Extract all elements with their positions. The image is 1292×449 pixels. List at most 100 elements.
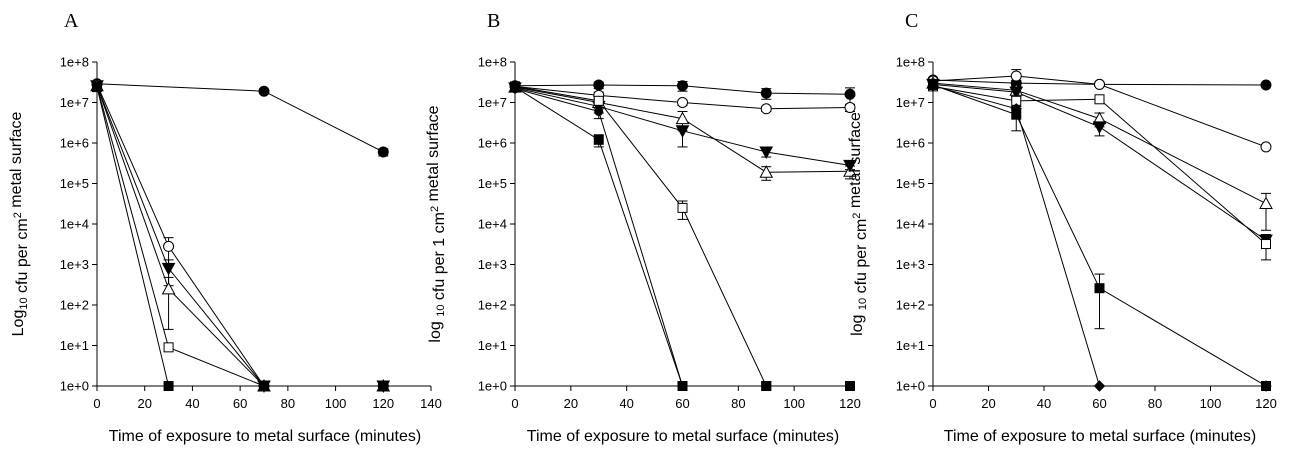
data-point (675, 125, 690, 138)
y-tick-label: 1e+6 (478, 136, 507, 151)
y-tick-label: 1e+4 (478, 217, 507, 232)
chart-panel-b: B 1e+0 1e+1 1e+2 1e+3 1e+4 1e+5 1e+6 1e+7 1e+8 0 20… (425, 10, 861, 445)
y-axis-title-part: metal surface (847, 112, 864, 213)
chart-panel-c: C 1e+0 1e+1 1e+2 1e+3 1e+4 1e+5 1e+6 1e+7 1e+8 0 20… (847, 10, 1277, 445)
y-tick-label: 1e+8 (478, 55, 507, 70)
x-tick-label: 120 (839, 396, 861, 411)
data-point (510, 82, 520, 93)
data-point (760, 103, 772, 115)
y-tick-label: 1e+5 (478, 176, 507, 191)
x-tick-label: 20 (137, 396, 151, 411)
y-axis-title-part: 2 (12, 212, 24, 218)
data-point (1261, 239, 1271, 250)
x-tick-label: 20 (981, 396, 995, 411)
x-tick-label: 80 (731, 396, 745, 411)
data-point (1094, 283, 1105, 294)
series-line (932, 75, 1267, 148)
y-tick-label: 1e+7 (478, 95, 507, 110)
y-tick-label: 1e+8 (60, 55, 89, 70)
data-point (844, 88, 856, 100)
y-tick-label: 1e+5 (896, 176, 925, 191)
x-tick-label: 40 (1037, 396, 1051, 411)
series-line (932, 82, 1267, 204)
x-tick-label: 60 (675, 396, 689, 411)
data-point (377, 146, 389, 158)
data-point (1260, 79, 1272, 91)
data-point (844, 102, 856, 114)
x-axis-title: Time of exposure to metal surface (minut… (944, 428, 1256, 445)
series-line (932, 85, 1267, 245)
series-line (96, 85, 384, 387)
series-line (932, 84, 1267, 387)
x-axis-title: Time of exposure to metal surface (minut… (109, 428, 421, 445)
data-point (593, 134, 604, 145)
data-point (759, 165, 774, 178)
data-point (594, 106, 604, 116)
data-point (927, 79, 939, 92)
y-tick-label: 1e+1 (60, 338, 89, 353)
data-point (1260, 380, 1272, 392)
panel-letter: A (64, 10, 79, 32)
y-axis-title: log 10 cfu per cm2 metal surface (847, 112, 870, 336)
data-point (1259, 196, 1273, 210)
data-point (675, 111, 690, 125)
y-axis-title-part: metal surface (8, 112, 25, 213)
data-point (1094, 78, 1105, 90)
data-point (843, 159, 857, 173)
x-tick-label: 100 (325, 396, 347, 411)
data-point (677, 381, 688, 391)
data-point (259, 381, 269, 391)
y-tick-label: 1e+2 (60, 298, 89, 313)
data-point (1010, 103, 1022, 115)
series-line (932, 83, 1267, 241)
data-point (593, 95, 604, 106)
x-tick-label: 40 (619, 396, 633, 411)
data-point (1010, 70, 1022, 82)
y-axis-title-part: cfu per cm (14, 218, 31, 297)
panel-letter: B (487, 10, 500, 32)
data-point (163, 240, 175, 252)
data-point (677, 97, 688, 108)
y-tick-label: 1e+6 (60, 136, 89, 151)
y-axis-title: log 10 cfu per 1 cm2 metal surface (425, 105, 448, 342)
x-tick-label: 40 (185, 396, 199, 411)
y-tick-label: 1e+0 (60, 379, 89, 394)
data-point (163, 381, 174, 391)
y-axis-title-part: log (427, 317, 444, 343)
x-tick-label: 60 (233, 396, 247, 411)
data-point (845, 381, 855, 391)
y-tick-label: 1e+1 (478, 338, 507, 353)
data-point (378, 381, 389, 391)
data-point (1009, 86, 1024, 100)
y-axis-title: Log10 cfu per cm2 metal surface (8, 112, 31, 337)
y-axis-title-part: log (849, 310, 866, 336)
x-tick-label: 100 (1200, 396, 1222, 411)
y-tick-label: 1e+6 (896, 136, 925, 151)
data-point (92, 82, 102, 93)
series-line (932, 79, 1267, 86)
data-point (759, 146, 774, 160)
y-tick-label: 1e+3 (478, 257, 507, 272)
y-tick-label: 1e+0 (896, 379, 925, 394)
y-tick-label: 1e+7 (60, 95, 89, 110)
data-point (677, 202, 688, 213)
y-tick-label: 1e+0 (478, 379, 507, 394)
x-tick-label: 100 (783, 396, 805, 411)
y-tick-label: 1e+4 (896, 217, 925, 232)
y-tick-label: 1e+1 (896, 338, 925, 353)
y-tick-label: 1e+2 (478, 298, 507, 313)
y-tick-label: 1e+3 (896, 257, 925, 272)
x-tick-label: 140 (420, 396, 442, 411)
y-axis-title-part: Log (10, 310, 27, 337)
panel-letter: C (905, 10, 918, 32)
data-point (593, 79, 605, 91)
x-tick-label: 120 (1255, 396, 1277, 411)
y-tick-label: 1e+8 (896, 55, 925, 70)
x-tick-label: 0 (511, 396, 518, 411)
x-tick-label: 80 (281, 396, 295, 411)
series-line (932, 85, 1266, 387)
x-tick-label: 120 (372, 396, 394, 411)
x-tick-label: 0 (929, 396, 936, 411)
series-line (96, 83, 384, 153)
